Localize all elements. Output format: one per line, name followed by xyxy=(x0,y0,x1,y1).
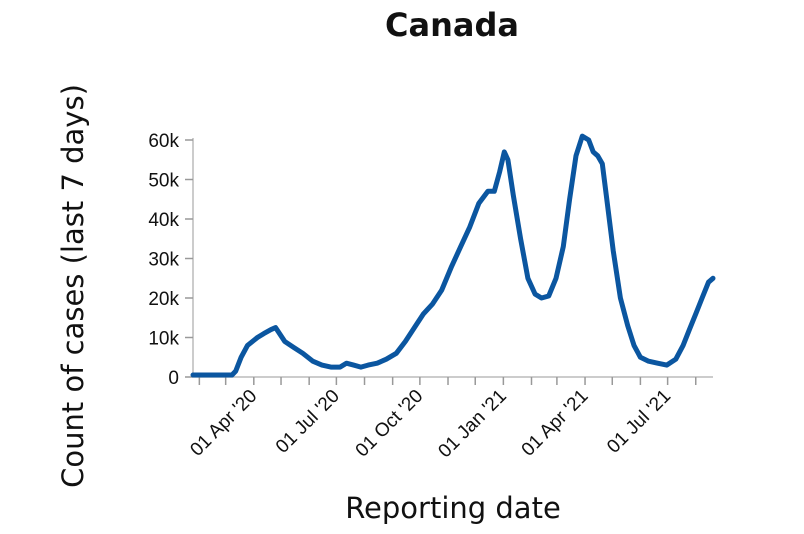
y-tick-label: 30k xyxy=(148,250,179,271)
x-tick-label: 01 Apr '20 xyxy=(186,386,261,461)
y-tick-label: 40k xyxy=(148,210,179,231)
x-tick-label: 01 Jan '21 xyxy=(434,386,510,462)
x-tick-label: 01 Oct '20 xyxy=(352,386,428,462)
x-axis-title: Reporting date xyxy=(345,491,561,525)
y-axis-title: Count of cases (last 7 days) xyxy=(56,84,90,488)
x-tick-label: 01 Jul '21 xyxy=(603,386,675,458)
y-tick-label: 10k xyxy=(148,329,179,350)
y-tick-label: 0 xyxy=(168,368,179,389)
series-line xyxy=(190,133,716,378)
x-tick-label: 01 Jul '20 xyxy=(272,386,344,458)
x-tick-label: 01 Apr '21 xyxy=(518,386,593,461)
plot-area xyxy=(190,133,716,378)
y-tick-label: 20k xyxy=(148,289,179,310)
y-tick-label: 50k xyxy=(148,171,179,192)
y-tick-label: 60k xyxy=(148,131,179,152)
chart-title: Canada xyxy=(385,6,519,44)
